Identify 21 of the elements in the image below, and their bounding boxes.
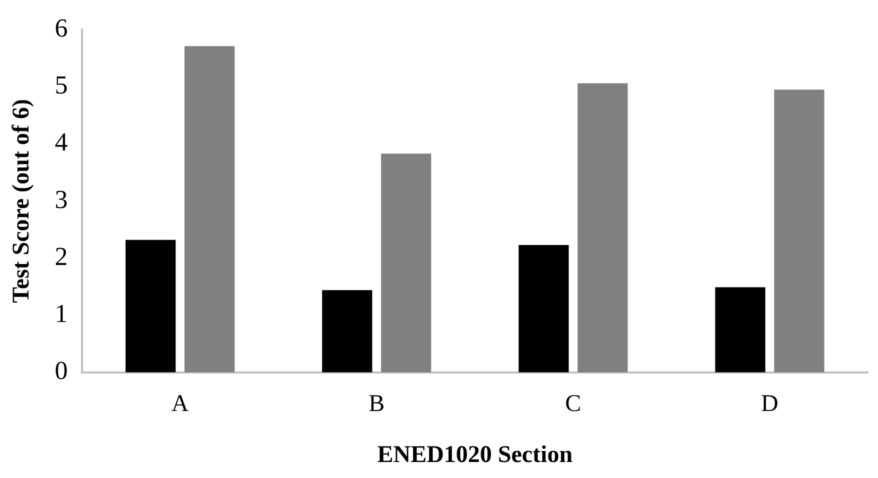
bar: [518, 244, 569, 372]
y-tick-label: 4: [54, 128, 68, 157]
bar: [184, 46, 235, 372]
bar: [322, 290, 372, 372]
x-tick-label: B: [368, 391, 385, 418]
x-tick-label: A: [171, 391, 190, 418]
bar: [715, 287, 766, 372]
y-tick-label: 2: [54, 242, 68, 271]
y-tick-label: 3: [54, 184, 68, 214]
y-tick-label: 6: [54, 13, 68, 42]
y-tick-label: 5: [54, 70, 68, 100]
bar: [578, 83, 628, 372]
x-tick-label: D: [761, 391, 778, 418]
bar: [381, 154, 432, 372]
x-axis-title: ENED1020 Section: [377, 442, 573, 468]
y-axis-title: Test Score (out of 6): [8, 99, 35, 303]
bar: [126, 240, 176, 372]
bar: [774, 90, 824, 372]
y-tick-label: 0: [54, 356, 68, 386]
x-tick-label: C: [565, 391, 582, 418]
y-tick-label: 1: [54, 299, 68, 328]
